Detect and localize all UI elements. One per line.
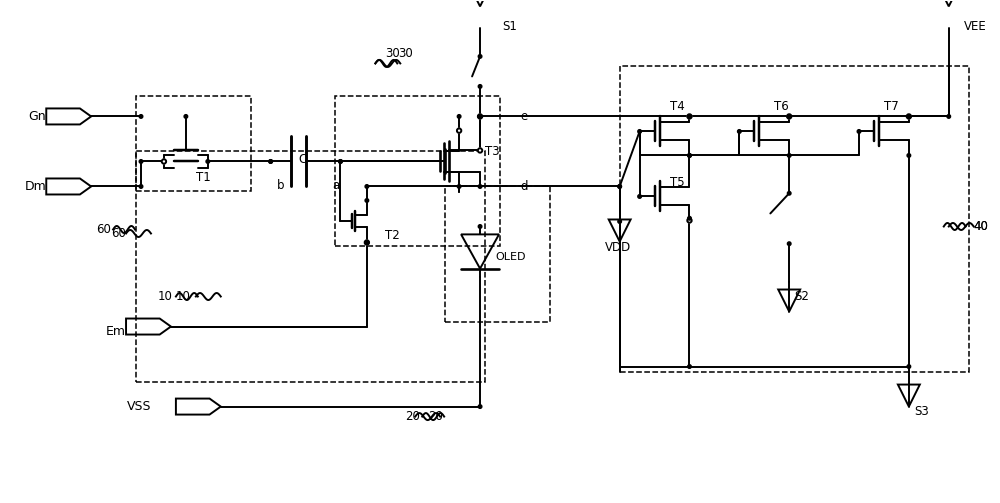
Circle shape: [478, 148, 482, 152]
Circle shape: [787, 115, 791, 118]
Circle shape: [139, 159, 143, 163]
Circle shape: [457, 185, 461, 188]
Circle shape: [947, 115, 951, 118]
Text: 30: 30: [398, 47, 413, 60]
Text: C: C: [298, 153, 307, 166]
Circle shape: [907, 153, 911, 157]
Text: T4: T4: [670, 101, 684, 114]
Circle shape: [907, 114, 911, 119]
Text: 40: 40: [974, 220, 989, 233]
Circle shape: [688, 365, 691, 368]
Text: 40: 40: [974, 220, 989, 233]
Text: VDD: VDD: [605, 241, 631, 255]
Circle shape: [907, 115, 911, 118]
Circle shape: [269, 159, 272, 163]
Circle shape: [738, 130, 741, 133]
Circle shape: [478, 115, 482, 118]
Circle shape: [618, 185, 621, 188]
Text: e: e: [520, 110, 527, 123]
Circle shape: [478, 185, 482, 188]
Circle shape: [365, 185, 369, 188]
Circle shape: [638, 130, 641, 133]
Circle shape: [478, 115, 482, 118]
Circle shape: [618, 220, 621, 223]
Circle shape: [184, 115, 188, 118]
Circle shape: [688, 216, 691, 220]
Circle shape: [687, 218, 692, 223]
Circle shape: [478, 55, 482, 58]
Text: 10: 10: [158, 290, 173, 303]
Text: 60: 60: [96, 223, 111, 236]
Circle shape: [907, 115, 911, 118]
Circle shape: [688, 153, 691, 157]
Text: T1: T1: [196, 172, 211, 185]
Text: 20: 20: [405, 410, 420, 423]
Circle shape: [365, 241, 369, 244]
Circle shape: [206, 159, 210, 163]
Text: OLED: OLED: [495, 252, 526, 262]
Text: Gn: Gn: [29, 110, 46, 123]
Text: VSS: VSS: [126, 400, 151, 413]
Text: Dm: Dm: [25, 180, 46, 193]
Text: a: a: [332, 180, 339, 193]
Circle shape: [139, 185, 143, 188]
Circle shape: [365, 199, 369, 202]
Circle shape: [139, 115, 143, 118]
Text: d: d: [520, 180, 527, 193]
Circle shape: [478, 85, 482, 88]
Circle shape: [857, 130, 861, 133]
Text: 20: 20: [428, 410, 443, 423]
Text: 60: 60: [111, 227, 126, 240]
Circle shape: [618, 185, 621, 188]
Circle shape: [907, 365, 911, 368]
Circle shape: [478, 405, 482, 408]
Text: T5: T5: [670, 177, 684, 190]
Text: T7: T7: [884, 101, 899, 114]
Text: 30: 30: [386, 47, 400, 60]
Text: S3: S3: [914, 405, 929, 418]
Circle shape: [787, 192, 791, 195]
Circle shape: [162, 159, 166, 163]
Text: T2: T2: [385, 229, 400, 242]
Circle shape: [787, 153, 791, 157]
Text: T6: T6: [774, 101, 789, 114]
Circle shape: [787, 114, 791, 119]
Circle shape: [688, 153, 691, 157]
Text: S2: S2: [794, 290, 809, 303]
Circle shape: [787, 242, 791, 245]
Circle shape: [787, 115, 791, 118]
Circle shape: [269, 159, 272, 163]
Text: 10: 10: [176, 290, 191, 303]
Circle shape: [339, 159, 342, 163]
Circle shape: [457, 128, 461, 133]
Text: Em: Em: [106, 325, 126, 338]
Text: b: b: [277, 180, 284, 193]
Circle shape: [478, 114, 482, 119]
Circle shape: [638, 195, 641, 198]
Circle shape: [687, 114, 692, 119]
Circle shape: [688, 115, 691, 118]
Text: VEE: VEE: [964, 20, 986, 33]
Circle shape: [478, 115, 482, 118]
Circle shape: [478, 225, 482, 228]
Text: S1: S1: [502, 20, 517, 33]
Circle shape: [339, 159, 342, 163]
Circle shape: [365, 240, 369, 244]
Circle shape: [457, 115, 461, 118]
Text: T3: T3: [485, 145, 500, 158]
